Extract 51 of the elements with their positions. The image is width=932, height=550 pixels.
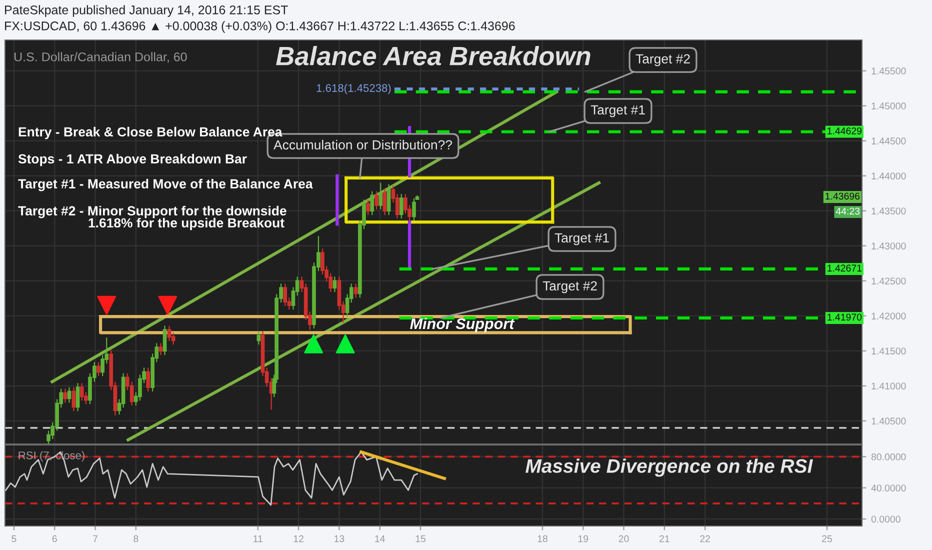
text: PateSkpate published January 14, 2016 21:15 EST: [5, 5, 288, 17]
annotation: Target #2 - Minor Support for the downside: [18, 206, 286, 218]
y-tick-label: 80.0000: [871, 453, 906, 460]
annotation: Target #2: [636, 54, 690, 66]
x-tick-label: 21: [660, 535, 670, 542]
y-tick-label: 1.41500: [872, 348, 906, 354]
y-tick-label: 1.45000: [872, 102, 906, 110]
x-tick-label: 15: [416, 535, 426, 542]
annotation: Target #1: [554, 233, 609, 246]
annotation: Target #2: [542, 281, 597, 294]
x-tick-label: 6: [52, 535, 57, 542]
x-tick-label: 19: [578, 535, 588, 542]
x-tick-label: 13: [334, 535, 344, 542]
text: FX:USDCAD, 60 1.43696 ▲ +0.00038 (+0.03%) O:1.43667 H:1.43722 L:1.43655 C:1.43696: [5, 21, 515, 33]
y-tick-label: 1.41000: [872, 382, 906, 390]
annotation: Minor Support: [410, 318, 515, 332]
chart-title: Balance Area Breakdown: [276, 46, 590, 66]
y-tick-label: 1.42500: [872, 278, 906, 284]
x-tick-label: 7: [93, 535, 98, 542]
annotation: Entry - Break & Close Below Balance Area: [18, 126, 282, 140]
annotation: 1.43696: [826, 192, 860, 200]
x-tick-label: 11: [254, 535, 262, 542]
annotation: Target #1: [590, 105, 645, 118]
x-tick-label: 18: [538, 535, 548, 542]
y-tick-label: 1.44000: [872, 172, 906, 180]
annotation: 1.618% for the upside Breakout: [88, 218, 284, 230]
y-tick-label: 1.45500: [872, 68, 906, 74]
x-tick-label: 22: [700, 535, 710, 542]
y-tick-label: 1.43500: [872, 208, 906, 214]
annotation: 1.42671: [828, 264, 862, 272]
y-tick-label: 40.0000: [871, 484, 906, 492]
x-tick-label: 12: [294, 535, 304, 542]
annotation: 44:23: [836, 208, 860, 215]
y-tick-label: 1.40500: [872, 418, 906, 425]
x-tick-label: 25: [822, 535, 832, 542]
annotation: 1.41970: [828, 314, 862, 321]
x-tick-label: 5: [12, 535, 16, 542]
annotation: Target #1 - Measured Move of the Balance Area: [18, 178, 313, 192]
y-tick-label: 1.43000: [872, 242, 906, 250]
annotation: 1.618(1.45238): [316, 84, 391, 94]
y-tick-label: 0.0000: [871, 516, 900, 523]
annotation: Stops - 1 ATR Above Breakdown Bar: [18, 154, 247, 166]
x-tick-label: 20: [618, 535, 629, 542]
annotation: 1.44629: [828, 127, 862, 134]
text: U.S. Dollar/Canadian Dollar, 60: [14, 52, 187, 63]
annotation: Massive Divergence on the RSI: [526, 458, 813, 477]
annotation: Accumulation or Distribution??: [274, 140, 452, 150]
y-tick-label: 1.42000: [872, 312, 906, 320]
x-tick-label: 8: [134, 535, 138, 542]
x-tick-label: 14: [375, 535, 385, 542]
y-tick-label: 1.44500: [872, 138, 906, 144]
